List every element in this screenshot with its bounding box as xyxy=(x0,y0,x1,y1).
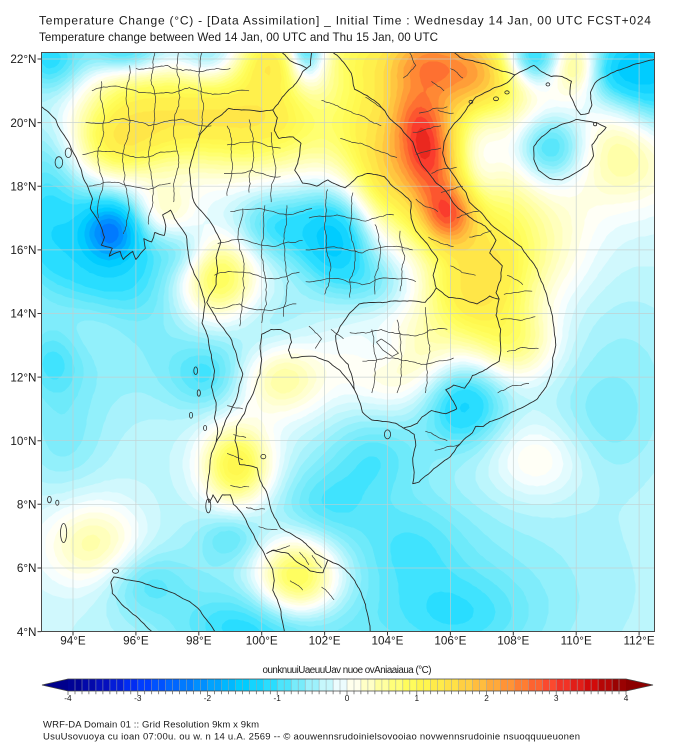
svg-text:98°E: 98°E xyxy=(186,635,212,648)
svg-text:6°N: 6°N xyxy=(17,562,37,575)
svg-text:-1: -1 xyxy=(274,693,282,703)
svg-text:20°N: 20°N xyxy=(10,117,36,130)
svg-text:Temperature Change (°C) - [Dat: Temperature Change (°C) - [Data Assimila… xyxy=(39,14,651,28)
svg-text:12°N: 12°N xyxy=(10,371,36,384)
svg-text:100°E: 100°E xyxy=(246,635,278,648)
svg-text:102°E: 102°E xyxy=(309,635,341,648)
svg-text:108°E: 108°E xyxy=(497,635,529,648)
svg-text:2: 2 xyxy=(484,693,489,703)
svg-text:110°E: 110°E xyxy=(561,635,592,648)
svg-text:4°N: 4°N xyxy=(17,626,37,639)
svg-text:0: 0 xyxy=(345,693,350,703)
svg-text:-4: -4 xyxy=(64,693,72,703)
svg-text:16°N: 16°N xyxy=(10,244,36,257)
svg-text:ounknuuiUaeuuUav nuoe ovAniaai: ounknuuiUaeuuUav nuoe ovAniaaiaua (°C) xyxy=(263,665,432,676)
svg-text:1: 1 xyxy=(414,693,419,703)
svg-text:WRF-DA Domain 01 :: Grid Resol: WRF-DA Domain 01 :: Grid Resolution 9km … xyxy=(43,720,259,731)
svg-text:96°E: 96°E xyxy=(123,635,149,648)
svg-text:4: 4 xyxy=(624,693,629,703)
svg-text:-3: -3 xyxy=(134,693,142,703)
svg-text:112°E: 112°E xyxy=(624,635,655,648)
svg-text:14°N: 14°N xyxy=(10,308,36,321)
svg-text:-2: -2 xyxy=(204,693,212,703)
svg-text:3: 3 xyxy=(554,693,559,703)
svg-text:106°E: 106°E xyxy=(434,635,466,648)
svg-text:Temperature change between Wed: Temperature change between Wed 14 Jan, 0… xyxy=(39,31,438,44)
svg-text:104°E: 104°E xyxy=(372,635,404,648)
svg-text:18°N: 18°N xyxy=(10,180,36,193)
svg-text:10°N: 10°N xyxy=(10,435,36,448)
svg-text:UsuUsovuoya cu ioan 07:00u. ou: UsuUsovuoya cu ioan 07:00u. ou w. n 14 u… xyxy=(43,732,580,743)
svg-text:22°N: 22°N xyxy=(10,53,36,66)
svg-text:8°N: 8°N xyxy=(17,499,37,512)
svg-text:94°E: 94°E xyxy=(60,635,86,648)
